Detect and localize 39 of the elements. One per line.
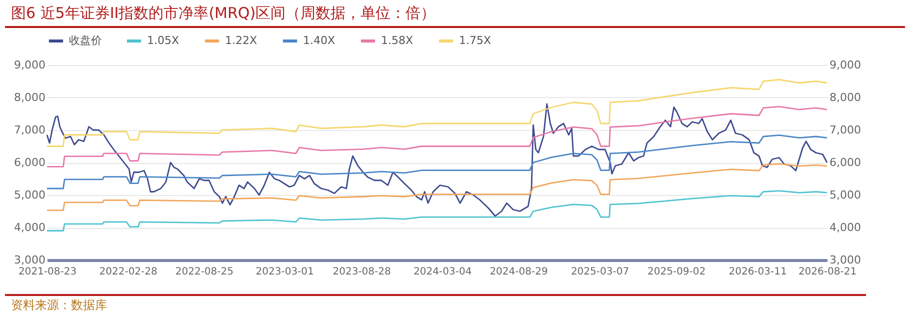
chart-title: 图6 近5年证券II指数的市净率(MRQ)区间（周数据，单位：倍） [5,0,905,28]
legend-label: 收盘价 [69,34,102,47]
x-tick-label: 2024-03-04 [414,266,472,278]
line-series [46,190,828,232]
x-tick-label: 2025-03-07 [570,266,630,278]
legend-label: 1.75X [459,34,492,47]
y2-tick-label: 3,000 [830,254,861,266]
y-tick-label: 6,000 [14,156,46,169]
line-series [46,106,828,168]
y2-tick-label: 5,000 [830,188,861,202]
x-tick-label: 2025-09-02 [647,266,706,278]
x-tick-label: 2022-08-25 [175,266,234,278]
y-tick-label: 8,000 [14,91,46,104]
text: 资料来源：数据库 [10,297,108,314]
x-tick-label: 2024-08-29 [490,266,548,278]
y-tick-label: 5,000 [14,188,46,202]
x-tick-label: 2026-08-21 [798,266,857,278]
y2-tick-label: 7,000 [830,124,861,136]
line-series [46,103,828,217]
y-tick-label: 9,000 [14,58,46,72]
line-series [46,134,828,190]
y2-tick-label: 4,000 [830,221,861,234]
y2-tick-label: 8,000 [830,91,861,104]
x-tick-label: 2023-03-01 [256,266,314,278]
x-tick-label: 2026-03-11 [728,266,787,278]
x-tick-label: 2023-08-28 [332,266,391,278]
y-tick-label: 4,000 [14,221,46,234]
y2-tick-label: 6,000 [830,156,861,169]
x-tick-label: 2021-08-23 [18,266,77,278]
y-tick-label: 3,000 [14,254,46,266]
legend-label: 1.58X [381,34,414,47]
line-series [46,78,828,147]
legend-label: 1.22X [225,34,258,47]
y2-tick-label: 9,000 [830,58,861,72]
x-tick-label: 2022-02-28 [99,266,158,278]
y-tick-label: 7,000 [14,124,46,136]
legend-label: 1.05X [147,34,180,47]
line-series [46,163,828,211]
legend-label: 1.40X [303,34,336,47]
